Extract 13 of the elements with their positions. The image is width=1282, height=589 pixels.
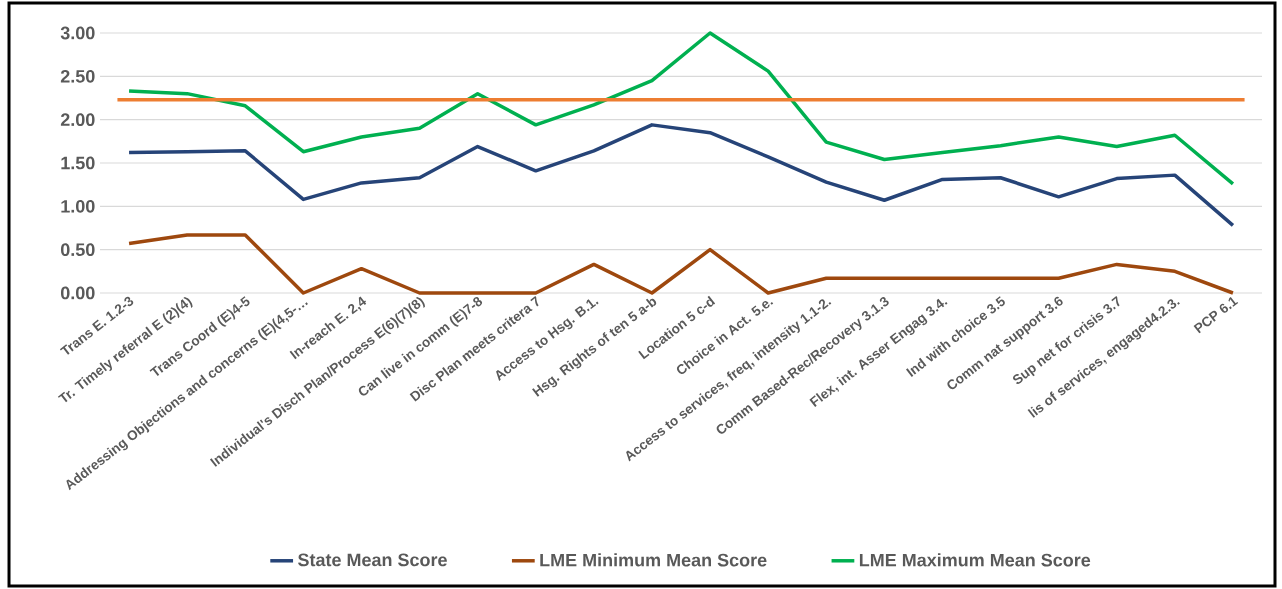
line-series [127, 123, 1235, 228]
line-series [127, 31, 1235, 186]
y-tick-label: 1.50 [61, 156, 95, 170]
legend-label: State Mean Score [298, 553, 447, 567]
y-tick-label: 2.00 [60, 113, 95, 127]
y-tick-label: 0.50 [60, 243, 95, 257]
x-tick-label: PCP 6.1 [1193, 296, 1239, 334]
y-tick-label: 3.00 [60, 26, 95, 40]
y-tick-label: 2.50 [60, 69, 95, 83]
y-tick-label: 0.00 [60, 286, 95, 300]
y-tick-label: 1.00 [61, 199, 95, 213]
legend-label: LME Maximum Mean Score [859, 553, 1091, 567]
legend-label: LME Minimum Mean Score [540, 553, 767, 567]
